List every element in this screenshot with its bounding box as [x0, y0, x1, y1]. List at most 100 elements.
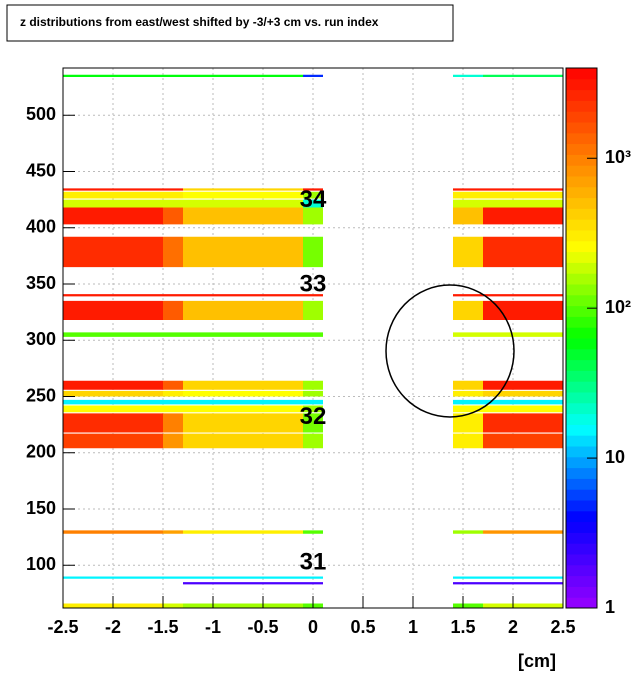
heatmap-cell [483, 530, 563, 534]
heatmap-cell [303, 300, 323, 320]
heatmap-cell [483, 74, 563, 77]
colorbar-step [566, 294, 597, 307]
y-tick-label: 250 [26, 385, 56, 405]
heatmap-cell [183, 413, 303, 433]
heatmap-cell [183, 300, 303, 320]
colorbar-step [566, 219, 597, 231]
annotation: 34 [300, 186, 327, 213]
heatmap-cell [483, 399, 563, 405]
heatmap-cell [63, 300, 163, 320]
heatmap-cell [303, 405, 323, 413]
colorbar-step [566, 424, 597, 436]
heatmap-cell [453, 399, 483, 405]
heatmap-cell [483, 191, 563, 199]
heatmap-cell [303, 576, 323, 579]
heatmap-cell [163, 433, 183, 449]
heatmap-cell [453, 390, 483, 397]
heatmap-cell [453, 405, 483, 413]
colorbar-tick-label: 10 [605, 447, 625, 467]
heatmap-cell [483, 294, 563, 297]
x-tick-label: 0.5 [350, 617, 375, 637]
heatmap-cell [63, 74, 163, 77]
heatmap-cell [483, 380, 563, 390]
colorbar-step [566, 240, 597, 253]
heatmap-cell [453, 433, 483, 449]
colorbar-step [566, 359, 597, 371]
x-tick-label: -1.5 [147, 617, 178, 637]
heatmap-cell [303, 294, 323, 297]
heatmap-cell [63, 207, 163, 225]
colorbar-step [566, 510, 597, 523]
heatmap-cell [163, 603, 183, 608]
heatmap-cell [163, 191, 183, 199]
colorbar-step [566, 78, 597, 91]
colorbar-step [566, 478, 597, 490]
colorbar-step [566, 575, 597, 587]
heatmap-cell [483, 405, 563, 413]
heatmap-cell [183, 399, 303, 405]
heatmap-cell [163, 188, 183, 191]
title-box [6, 4, 454, 42]
colorbar-step [566, 230, 597, 242]
heatmap-cell [483, 576, 563, 579]
annotation: 33 [300, 270, 327, 297]
heatmap-cell [163, 294, 183, 297]
y-tick-label: 500 [26, 104, 56, 124]
heatmap-cell [63, 332, 163, 337]
heatmap-cell [183, 433, 303, 449]
x-tick-label: -2.5 [47, 617, 78, 637]
heatmap-cell [63, 236, 163, 268]
heatmap-cell [163, 399, 183, 405]
colorbar-step [566, 143, 597, 155]
heatmap-cell [483, 390, 563, 397]
heatmap-cell [63, 188, 163, 191]
heatmap-cell [163, 207, 183, 225]
colorbar-step [566, 262, 597, 274]
x-tick-label: 2.5 [550, 617, 575, 637]
heatmap-cell [163, 74, 183, 77]
colorbar-step [566, 467, 597, 479]
colorbar-step [566, 327, 597, 339]
colorbar-step [566, 489, 597, 501]
colorbar-step [566, 456, 597, 469]
colorbar-step [566, 554, 597, 566]
x-axis-label: [cm] [518, 651, 556, 671]
colorbar-step [566, 89, 597, 101]
heatmap-cell [453, 300, 483, 320]
heatmap-cell [303, 332, 323, 337]
heatmap-cell [183, 236, 303, 268]
heatmap-cell [63, 380, 163, 390]
x-tick-label: -1 [205, 617, 221, 637]
x-tick-label: 1.5 [450, 617, 475, 637]
heatmap-cell [63, 399, 163, 405]
heatmap-cell [183, 199, 303, 208]
chart-title: z distributions from east/west shifted b… [20, 15, 379, 29]
colorbar-step [566, 370, 597, 382]
annotation: 32 [300, 403, 327, 430]
heatmap-cell [453, 236, 483, 268]
heatmap-cell [183, 332, 303, 337]
colorbar-step [566, 435, 597, 447]
heatmap-cell [453, 332, 483, 337]
heatmap-cell [163, 390, 183, 397]
heatmap-cell [303, 390, 323, 397]
colorbar-step [566, 446, 597, 458]
y-tick-label: 100 [26, 554, 56, 574]
y-tick-label: 150 [26, 498, 56, 518]
heatmap-cell [303, 582, 323, 585]
colorbar-step [566, 348, 597, 361]
heatmap-cell [183, 405, 303, 413]
colorbar-step [566, 100, 597, 112]
heatmap-cell [453, 530, 483, 534]
heatmap-cell [163, 236, 183, 268]
colorbar-step [566, 413, 597, 425]
heatmap-cell [163, 576, 183, 579]
heatmap-cell [63, 390, 163, 397]
heatmap-cell [163, 380, 183, 390]
heatmap-cell [63, 530, 163, 534]
x-tick-label: -2 [105, 617, 121, 637]
colorbar-step [566, 122, 597, 134]
colorbar-step [566, 251, 597, 263]
heatmap-cell [63, 413, 163, 433]
